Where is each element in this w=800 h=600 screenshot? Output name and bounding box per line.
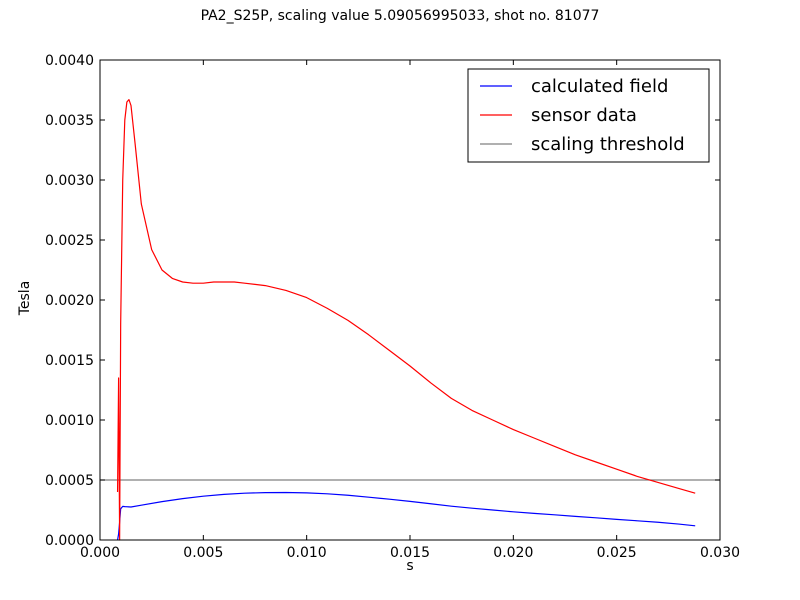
x-tick-label: 0.020 xyxy=(493,545,533,561)
x-tick-label: 0.030 xyxy=(700,545,740,561)
chart-title: PA2_S25P, scaling value 5.09056995033, s… xyxy=(200,8,600,24)
series-line-calculated-field xyxy=(116,491,696,541)
y-tick-label: 0.0010 xyxy=(45,413,94,429)
y-tick-label: 0.0005 xyxy=(45,473,94,489)
ticks-layer: 0.000 0.005 0.010 0.015 0.020 0.025 0.030 0.000… xyxy=(45,53,740,561)
y-tick-label: 0.0015 xyxy=(45,353,94,369)
x-tick-label: 0.015 xyxy=(390,545,430,561)
y-tick-label: 0.0025 xyxy=(45,233,94,249)
x-axis-label: s xyxy=(406,558,414,574)
x-tick-label: 0.005 xyxy=(183,545,223,561)
plot-frame xyxy=(99,59,721,541)
series-line-sensor-data xyxy=(116,98,696,541)
y-tick-label: 0.0030 xyxy=(45,173,94,189)
series-layer xyxy=(100,98,720,541)
y-tick-label: 0.0040 xyxy=(45,53,94,69)
y-tick-label: 0.0020 xyxy=(45,293,94,309)
x-tick-label: 0.010 xyxy=(287,545,327,561)
legend-label: scaling threshold xyxy=(531,134,685,155)
x-tick-label: 0.000 xyxy=(80,545,120,561)
legend: calculated field sensor data scaling thres… xyxy=(467,68,710,163)
y-tick-label: 0.0035 xyxy=(45,113,94,129)
legend-label: calculated field xyxy=(531,76,668,97)
x-tick-label: 0.025 xyxy=(597,545,637,561)
y-tick-label: 0.0000 xyxy=(45,533,94,549)
legend-label: sensor data xyxy=(531,105,637,126)
y-axis-label: Tesla xyxy=(17,280,33,316)
